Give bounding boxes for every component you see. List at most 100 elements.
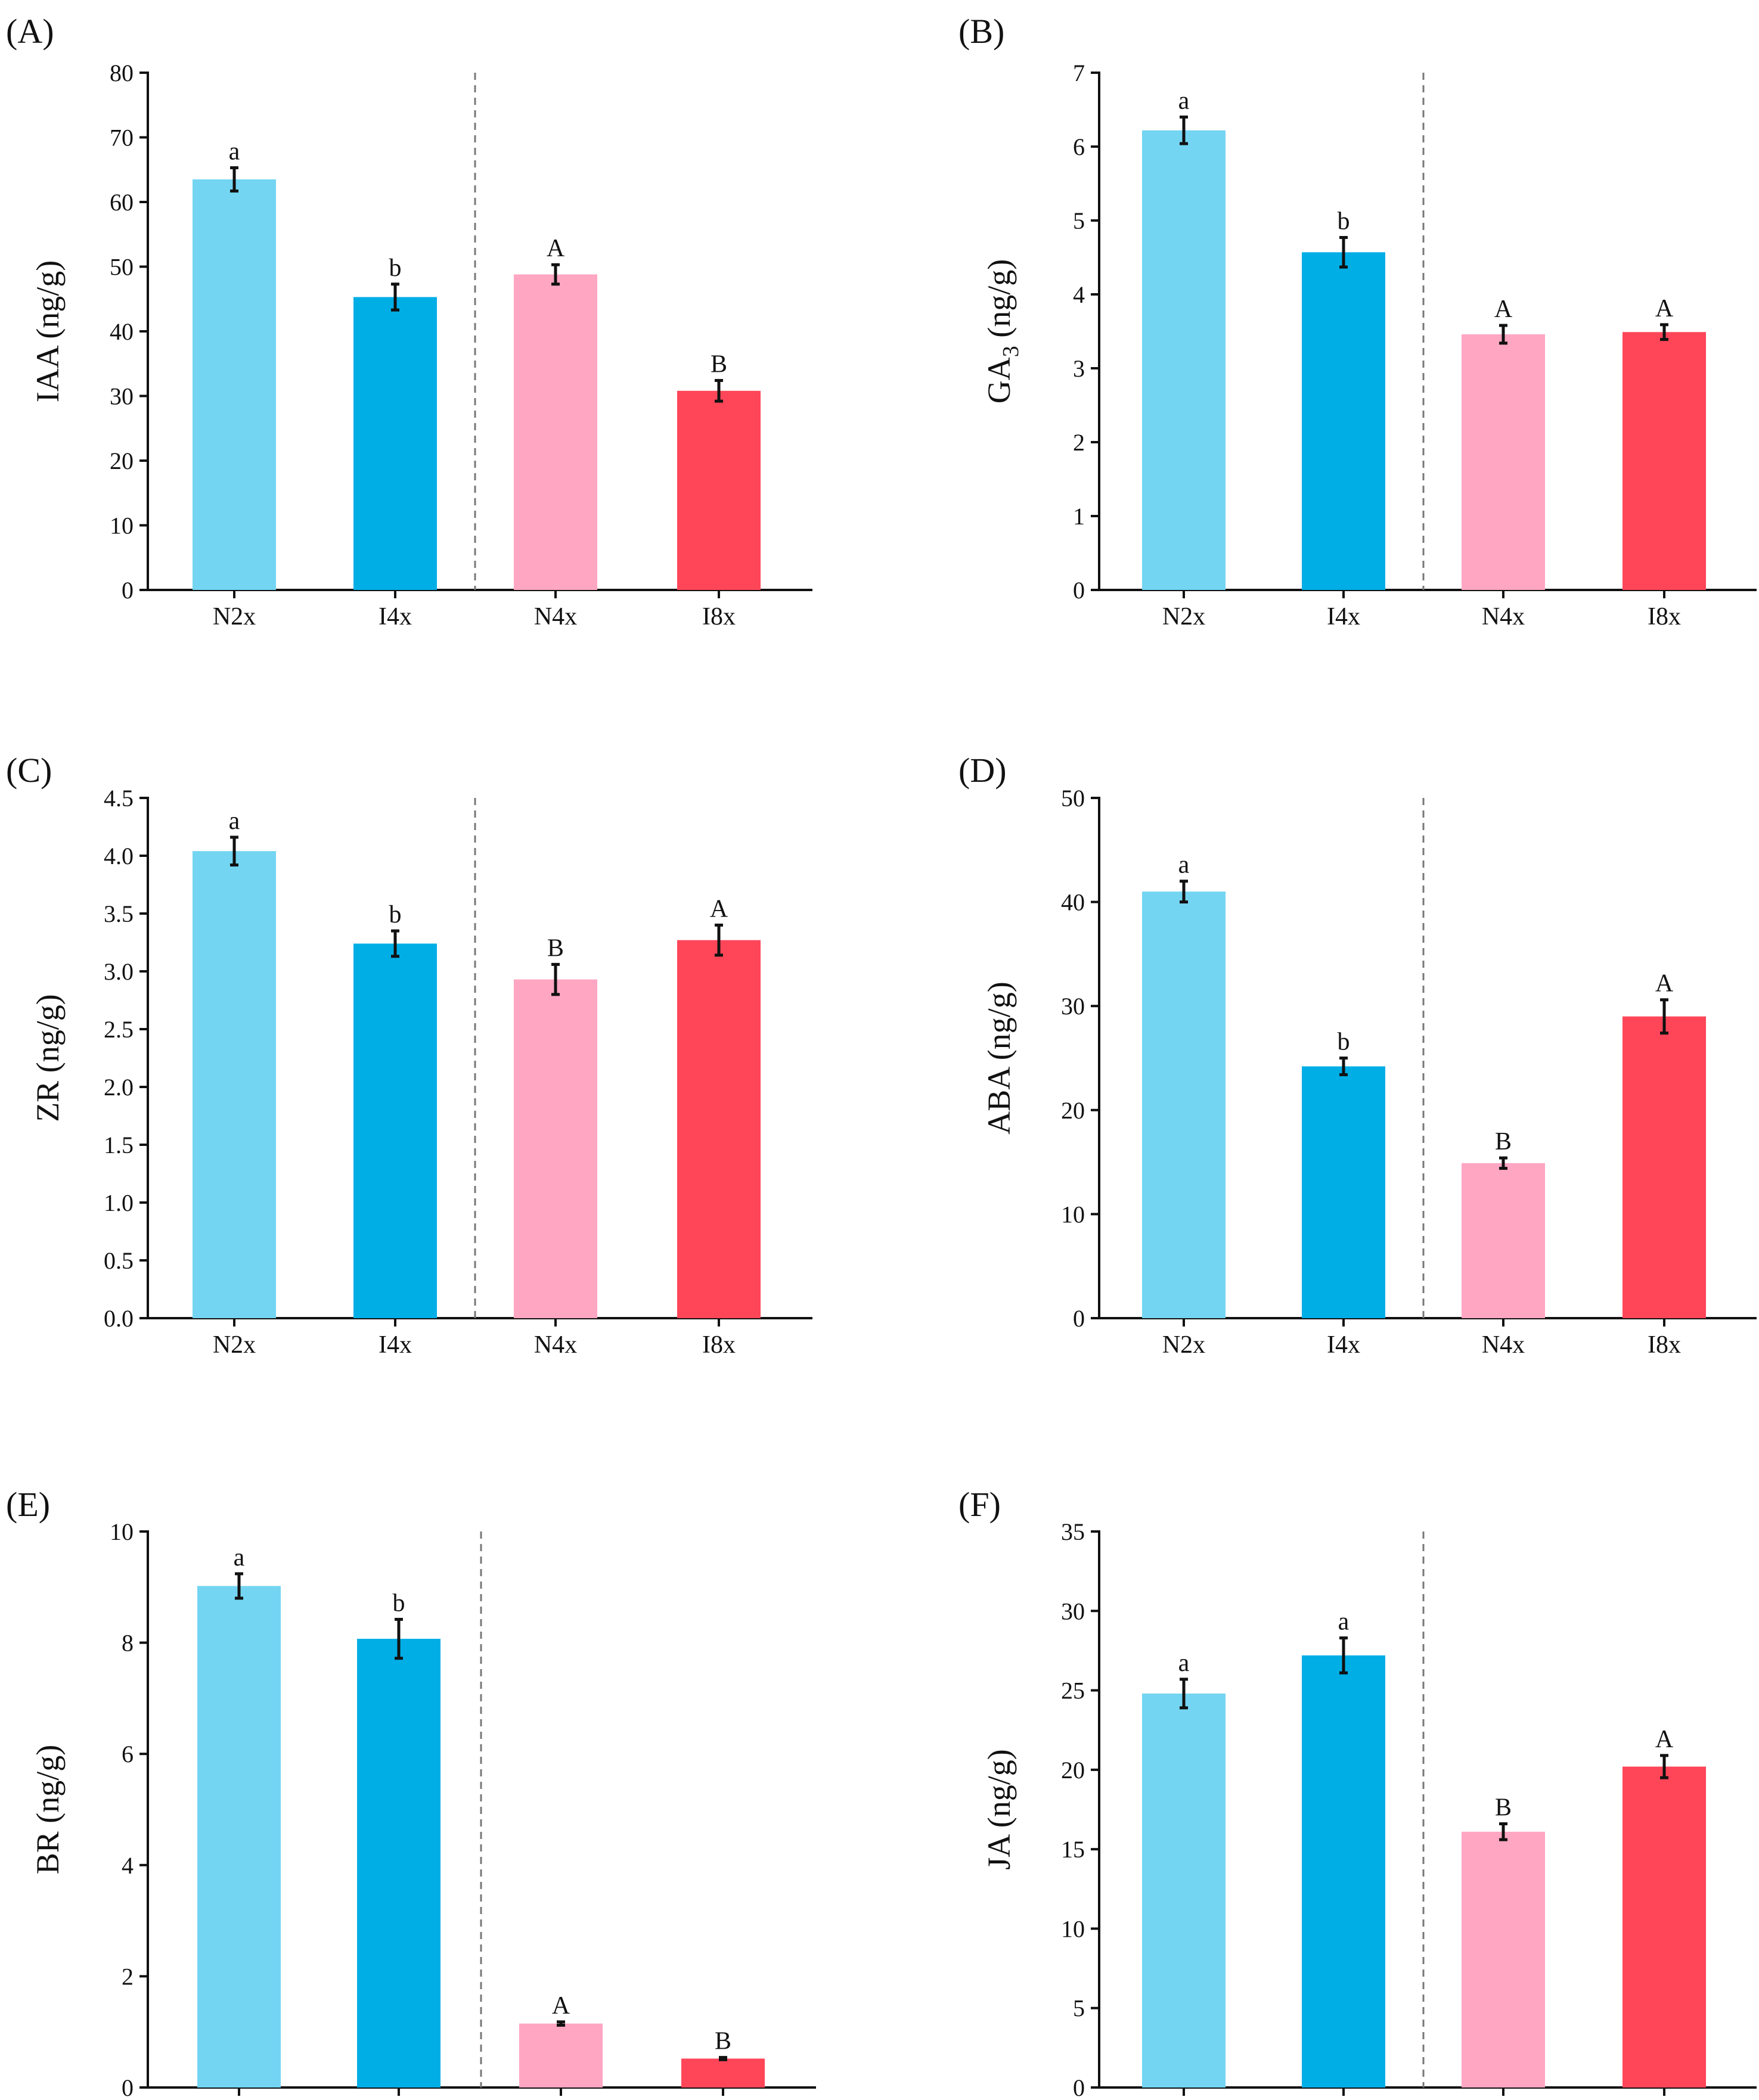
y-axis-title: BR (ng/g)	[30, 1745, 66, 1875]
panel-label: (E)	[6, 1485, 50, 1524]
bar-i8x	[1623, 1766, 1706, 2087]
x-tick-label: N2x	[213, 1331, 256, 1359]
y-tick-label: 10	[1061, 1201, 1085, 1228]
y-tick-label: 3	[1073, 355, 1085, 382]
bar-n4x	[1462, 1163, 1545, 1318]
x-tick-label: I8x	[702, 1331, 736, 1359]
y-tick-label: 0	[1073, 577, 1085, 604]
y-tick-label: 50	[1061, 785, 1085, 812]
y-tick-label: 3.0	[104, 958, 134, 985]
x-tick-label: I8x	[702, 603, 736, 630]
significance-label: b	[389, 901, 402, 928]
x-tick-label: N4x	[1482, 1331, 1525, 1359]
bar-i8x	[677, 940, 761, 1318]
y-tick-label: 20	[1061, 1757, 1085, 1784]
x-tick-label: I8x	[1648, 603, 1681, 630]
y-tick-label: 4.0	[104, 843, 134, 869]
y-tick-label: 30	[110, 383, 134, 410]
y-axis-title: ZR (ng/g)	[30, 994, 66, 1122]
significance-label: B	[711, 350, 727, 378]
y-tick-label: 5	[1073, 207, 1085, 234]
panel-label: (F)	[958, 1485, 1001, 1524]
y-tick-label: 2.5	[104, 1016, 134, 1043]
y-tick-label: 10	[110, 1518, 134, 1545]
bar-i8x	[677, 390, 761, 590]
y-tick-label: 2.0	[104, 1074, 134, 1101]
significance-label: a	[229, 807, 240, 835]
y-tick-label: 1.5	[104, 1132, 134, 1158]
panel-label: (C)	[6, 751, 52, 790]
y-tick-label: 50	[110, 254, 134, 281]
bar-i4x	[353, 943, 437, 1318]
y-tick-label: 0.5	[104, 1247, 134, 1274]
x-tick-label: I8x	[1648, 1331, 1681, 1359]
y-tick-label: 6	[122, 1741, 134, 1767]
y-tick-label: 8	[122, 1630, 134, 1657]
significance-label: A	[1655, 1726, 1674, 1753]
y-tick-label: 4.5	[104, 785, 134, 812]
panel-c: (C) 0.0 0.5 1.0 1.5 2.0 2.5 3.0 3.5 4.0 4.5 ZR (ng/…	[6, 751, 812, 1359]
significance-label: a	[1178, 1649, 1190, 1677]
significance-label: B	[715, 2028, 731, 2055]
bar-n4x	[514, 979, 597, 1318]
y-tick-label: 10	[110, 512, 134, 539]
significance-label: b	[393, 1589, 405, 1617]
significance-label: A	[1655, 970, 1674, 998]
bar-n2x	[1142, 130, 1226, 591]
y-tick-label: 20	[110, 448, 134, 474]
y-tick-label: 0	[1073, 1305, 1085, 1332]
y-axis-title: ABA (ng/g)	[981, 981, 1017, 1135]
bar-i8x	[681, 2058, 765, 2087]
x-tick-label: I4x	[1327, 603, 1360, 630]
y-tick-label: 1	[1073, 503, 1085, 530]
y-tick-label: 80	[110, 60, 134, 86]
significance-label: A	[1494, 296, 1513, 323]
significance-label: b	[1338, 1029, 1350, 1056]
x-tick-label: N2x	[1162, 1331, 1205, 1359]
y-tick-label: 10	[1061, 1915, 1085, 1942]
significance-label: A	[710, 895, 728, 922]
bar-n4x	[519, 2023, 603, 2087]
y-axis-title: IAA (ng/g)	[30, 260, 66, 402]
y-tick-label: 30	[1061, 1598, 1085, 1624]
significance-label: a	[1178, 852, 1190, 879]
x-tick-label: N4x	[1482, 603, 1525, 630]
bar-n2x	[197, 1586, 281, 2087]
y-tick-label: 60	[110, 189, 134, 216]
bar-n2x	[193, 179, 276, 590]
y-tick-label: 4	[122, 1852, 134, 1879]
panel-label: (D)	[958, 751, 1007, 790]
significance-label: B	[547, 934, 564, 962]
bar-n4x	[1462, 1831, 1545, 2087]
y-tick-label: 30	[1061, 993, 1085, 1020]
y-tick-label: 5	[1073, 1995, 1085, 2022]
y-tick-label: 0	[1073, 2074, 1085, 2100]
y-tick-label: 2	[122, 1963, 134, 1990]
y-tick-label: 15	[1061, 1836, 1085, 1863]
significance-label: b	[1338, 208, 1350, 235]
y-axis-title: GA3 (ng/g)	[981, 259, 1023, 403]
y-tick-label: 35	[1061, 1518, 1085, 1545]
y-axis-title: JA (ng/g)	[981, 1749, 1017, 1870]
x-tick-label: N4x	[534, 1331, 577, 1359]
bar-i4x	[1302, 1066, 1385, 1318]
x-tick-label: N4x	[534, 603, 577, 630]
bar-n4x	[1462, 334, 1545, 590]
significance-label: a	[234, 1544, 245, 1571]
panel-label: (B)	[958, 12, 1004, 51]
bar-n2x	[1142, 891, 1226, 1318]
x-tick-label: I4x	[379, 1331, 412, 1359]
bar-i4x	[1302, 252, 1385, 590]
significance-label: A	[547, 235, 565, 262]
y-tick-label: 70	[110, 125, 134, 151]
y-tick-label: 7	[1073, 60, 1085, 86]
bar-i4x	[353, 297, 437, 590]
bar-i8x	[1623, 1016, 1706, 1318]
y-tick-label: 40	[110, 318, 134, 345]
y-tick-label: 0	[122, 577, 134, 604]
significance-label: a	[1338, 1608, 1350, 1636]
significance-label: A	[1655, 295, 1674, 322]
y-tick-label: 4	[1073, 281, 1085, 308]
